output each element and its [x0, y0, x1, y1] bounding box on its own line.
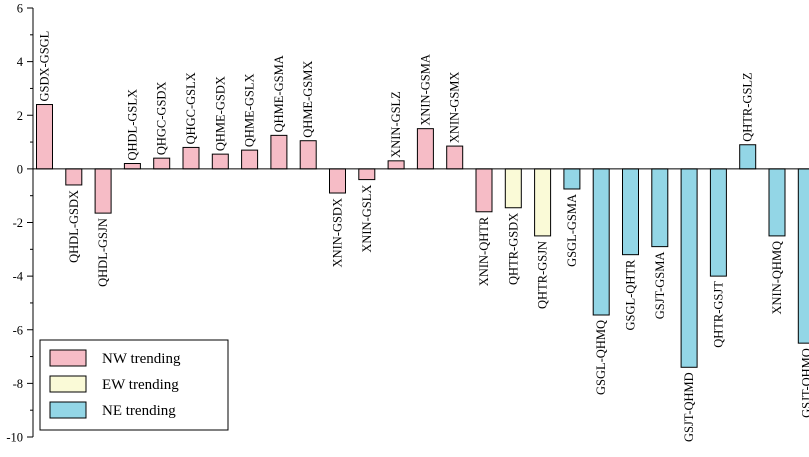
bar-label: QHME-GSLX	[243, 73, 257, 147]
bar-label: GSJT-GSMA	[653, 252, 667, 320]
bar	[182, 146, 200, 170]
bar	[94, 168, 112, 214]
bar-label: QHME-GSMX	[301, 61, 315, 138]
bar-label: QHTR-GSJN	[536, 241, 550, 309]
bar-label: GSGL-GSMA	[565, 194, 579, 267]
legend-label: NW trending	[102, 351, 181, 367]
bar	[446, 145, 464, 170]
bar	[299, 140, 317, 170]
legend: NW trending EW trending NE trending	[39, 339, 229, 431]
bar	[475, 168, 493, 213]
bar-label: QHGC-GSDX	[155, 82, 169, 156]
bar	[797, 168, 809, 344]
bar-label: QHTR-GSDX	[506, 213, 520, 285]
bar-label: XNIN-GSLX	[360, 185, 374, 253]
bar-label: XNIN-GSDX	[331, 198, 345, 267]
y-tick-label: -2	[13, 216, 23, 230]
y-tick-label: 0	[17, 162, 23, 176]
y-tick-label: 6	[17, 2, 23, 16]
bar	[563, 168, 581, 190]
bar-label: QHME-GSDX	[213, 76, 227, 151]
bar-label: QHDL-GSDX	[67, 190, 81, 263]
bar	[211, 153, 229, 170]
bar-label: GSGL-QHMQ	[594, 320, 608, 395]
bar-label: QHDL-GSLX	[125, 89, 139, 161]
legend-swatch	[49, 401, 87, 419]
bar	[153, 157, 171, 170]
bar-label: GSJT-QHMQ	[799, 348, 809, 418]
bar	[622, 168, 639, 256]
y-tick-label: -10	[6, 431, 23, 445]
legend-swatch	[49, 349, 87, 367]
legend-swatch	[49, 375, 87, 393]
bar	[739, 144, 757, 170]
bar-label: XNIN-QHTR	[477, 216, 491, 286]
bar-label: QHDL-GSJN	[96, 218, 110, 287]
bar-label: QHME-GSMA	[272, 55, 286, 132]
bar-label: QHTR-GSJT	[711, 281, 725, 348]
bar	[680, 168, 698, 368]
y-tick-label: 4	[17, 55, 24, 69]
bar	[504, 168, 522, 209]
y-tick-label: -4	[13, 270, 24, 284]
bar	[534, 168, 552, 237]
y-tick-label: -8	[13, 377, 23, 391]
bar-label: GSDX-GSGL	[38, 31, 52, 102]
bar-label: GSGL-QHTR	[624, 259, 638, 330]
bar	[387, 160, 405, 170]
y-tick-label: 2	[17, 109, 23, 123]
legend-label: EW trending	[102, 377, 179, 393]
bar	[592, 168, 610, 316]
bar	[709, 168, 727, 277]
bar	[416, 128, 434, 170]
bar	[329, 168, 346, 194]
bar	[768, 168, 786, 237]
bar	[270, 134, 288, 170]
bar-label: QHGC-GSLX	[184, 72, 198, 144]
bar-label: XNIN-QHMQ	[770, 241, 784, 315]
bar	[123, 163, 141, 170]
bar-label: XNIN-GSLZ	[389, 91, 403, 158]
bar-label: QHTR-GSLZ	[741, 72, 755, 141]
bar	[241, 149, 259, 170]
bar-label: XNIN-GSMA	[418, 54, 432, 126]
bar-label: XNIN-GSMX	[448, 72, 462, 144]
bar	[358, 168, 376, 181]
y-tick-label: -6	[13, 323, 23, 337]
bar	[651, 168, 669, 248]
bar-label: GSJT-QHMD	[682, 372, 696, 442]
legend-label: NE trending	[102, 403, 176, 419]
bar	[36, 104, 53, 170]
bar	[65, 168, 83, 186]
